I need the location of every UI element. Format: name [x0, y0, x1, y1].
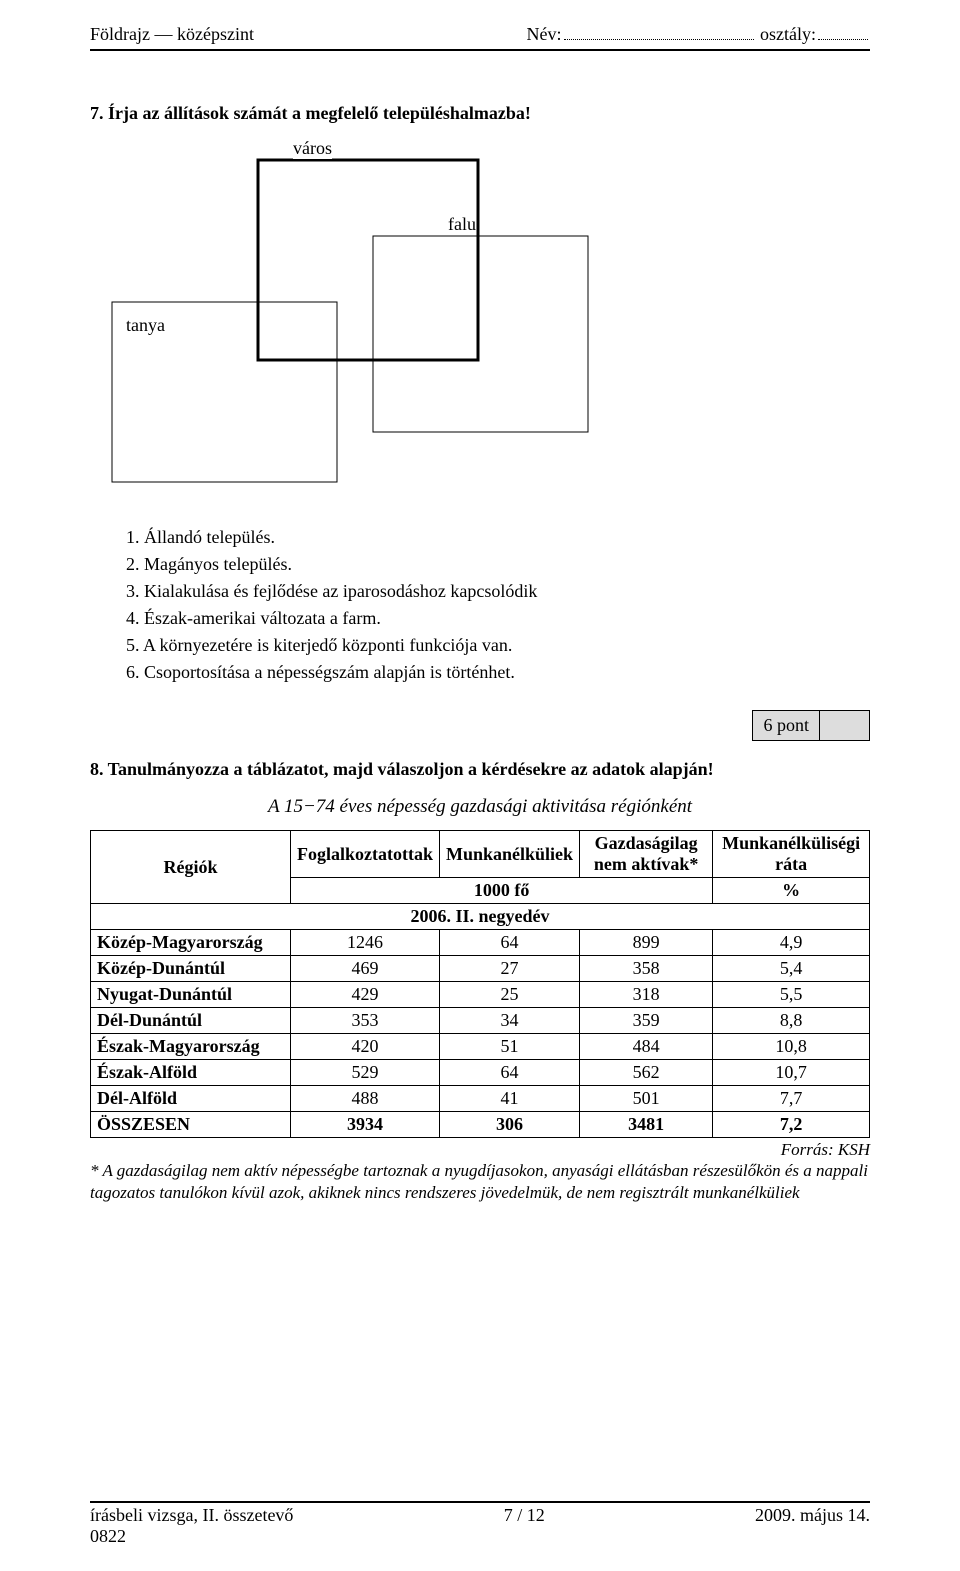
cell: 501	[580, 1086, 713, 1112]
cell: 488	[291, 1086, 440, 1112]
region-cell: Dél-Dunántúl	[91, 1008, 291, 1034]
statement-5: 5. A környezetére is kiterjedő központi …	[126, 632, 870, 659]
cell: 10,8	[713, 1034, 870, 1060]
statement-1: 1. Állandó település.	[126, 524, 870, 551]
q7-statements: 1. Állandó település. 2. Magányos telepü…	[126, 524, 870, 686]
name-label: Név:	[527, 24, 562, 45]
region-cell: Közép-Dunántúl	[91, 956, 291, 982]
name-field-line	[564, 24, 754, 40]
th-col3: Gazdaságilag nem aktívak*	[580, 831, 713, 878]
footer-page: 7 / 12	[504, 1505, 545, 1547]
cell: 562	[580, 1060, 713, 1086]
q7-score-label: 6 pont	[753, 711, 819, 740]
table-row: Észak-Magyarország 420 51 484 10,8	[91, 1034, 870, 1060]
region-cell: Észak-Alföld	[91, 1060, 291, 1086]
cell: 469	[291, 956, 440, 982]
footer-code: 0822	[90, 1526, 293, 1547]
statement-6: 6. Csoportosítása a népességszám alapján…	[126, 659, 870, 686]
footer-date: 2009. május 14.	[755, 1505, 870, 1547]
th-col2: Munkanélküliek	[439, 831, 579, 878]
cell: 420	[291, 1034, 440, 1060]
subject-label: Földrajz — középszint	[90, 24, 254, 45]
q7-title: 7. Írja az állítások számát a megfelelő …	[90, 103, 870, 124]
q8-subtitle: A 15−74 éves népesség gazdasági aktivitá…	[90, 796, 870, 818]
cell: 1246	[291, 930, 440, 956]
region-cell: Észak-Magyarország	[91, 1034, 291, 1060]
unit-1000fo: 1000 fő	[291, 878, 713, 904]
cell: 358	[580, 956, 713, 982]
cell: 359	[580, 1008, 713, 1034]
unit-percent: %	[713, 878, 870, 904]
region-cell: Közép-Magyarország	[91, 930, 291, 956]
region-cell: ÖSSZESEN	[91, 1112, 291, 1138]
q7-score-box: 6 pont	[90, 710, 870, 741]
statement-4: 4. Észak-amerikai változata a farm.	[126, 605, 870, 632]
cell: 41	[439, 1086, 579, 1112]
venn-label-falu: falu	[448, 214, 476, 235]
table-year-row: 2006. II. negyedév	[91, 904, 870, 930]
cell: 899	[580, 930, 713, 956]
table-row: Észak-Alföld 529 64 562 10,7	[91, 1060, 870, 1086]
venn-rect-falu	[373, 236, 588, 432]
venn-label-tanya: tanya	[122, 315, 169, 336]
q8-footnote: * A gazdaságilag nem aktív népességbe ta…	[90, 1160, 870, 1204]
table-row: Közép-Magyarország 1246 64 899 4,9	[91, 930, 870, 956]
cell: 10,7	[713, 1060, 870, 1086]
venn-label-varos: város	[293, 138, 332, 159]
page-footer: írásbeli vizsga, II. összetevő 0822 7 / …	[90, 1501, 870, 1547]
cell: 529	[291, 1060, 440, 1086]
cell: 3481	[580, 1112, 713, 1138]
cell: 429	[291, 982, 440, 1008]
th-col1: Foglalkoztatottak	[291, 831, 440, 878]
q8-source: Forrás: KSH	[90, 1140, 870, 1160]
cell: 5,4	[713, 956, 870, 982]
cell: 64	[439, 1060, 579, 1086]
cell: 25	[439, 982, 579, 1008]
q8-title: 8. Tanulmányozza a táblázatot, majd vála…	[90, 759, 870, 780]
cell: 27	[439, 956, 579, 982]
class-label: osztály:	[760, 24, 816, 45]
venn-svg	[98, 140, 618, 500]
region-cell: Dél-Alföld	[91, 1086, 291, 1112]
table-row: Nyugat-Dunántúl 429 25 318 5,5	[91, 982, 870, 1008]
th-col4: Munkanélküliségi ráta	[713, 831, 870, 878]
cell: 51	[439, 1034, 579, 1060]
cell: 3934	[291, 1112, 440, 1138]
th-region: Régiók	[91, 831, 291, 904]
cell: 5,5	[713, 982, 870, 1008]
table-row-total: ÖSSZESEN 3934 306 3481 7,2	[91, 1112, 870, 1138]
q8-table: Régiók Foglalkoztatottak Munkanélküliek …	[90, 830, 870, 1138]
statement-3: 3. Kialakulása és fejlődése az iparosodá…	[126, 578, 870, 605]
table-row: Közép-Dunántúl 469 27 358 5,4	[91, 956, 870, 982]
statement-2: 2. Magányos település.	[126, 551, 870, 578]
cell: 4,9	[713, 930, 870, 956]
cell: 353	[291, 1008, 440, 1034]
table-header-row: Régiók Foglalkoztatottak Munkanélküliek …	[91, 831, 870, 878]
cell: 34	[439, 1008, 579, 1034]
cell: 318	[580, 982, 713, 1008]
table-row: Dél-Alföld 488 41 501 7,7	[91, 1086, 870, 1112]
venn-diagram: város falu tanya	[98, 140, 618, 500]
cell: 7,7	[713, 1086, 870, 1112]
cell: 306	[439, 1112, 579, 1138]
cell: 7,2	[713, 1112, 870, 1138]
region-cell: Nyugat-Dunántúl	[91, 982, 291, 1008]
footer-exam: írásbeli vizsga, II. összetevő	[90, 1505, 293, 1526]
cell: 8,8	[713, 1008, 870, 1034]
q7-score-empty	[819, 711, 869, 740]
year-cell: 2006. II. negyedév	[91, 904, 870, 930]
cell: 484	[580, 1034, 713, 1060]
cell: 64	[439, 930, 579, 956]
class-field-line	[818, 24, 868, 40]
table-row: Dél-Dunántúl 353 34 359 8,8	[91, 1008, 870, 1034]
page-header: Földrajz — középszint Név: osztály:	[90, 24, 870, 47]
